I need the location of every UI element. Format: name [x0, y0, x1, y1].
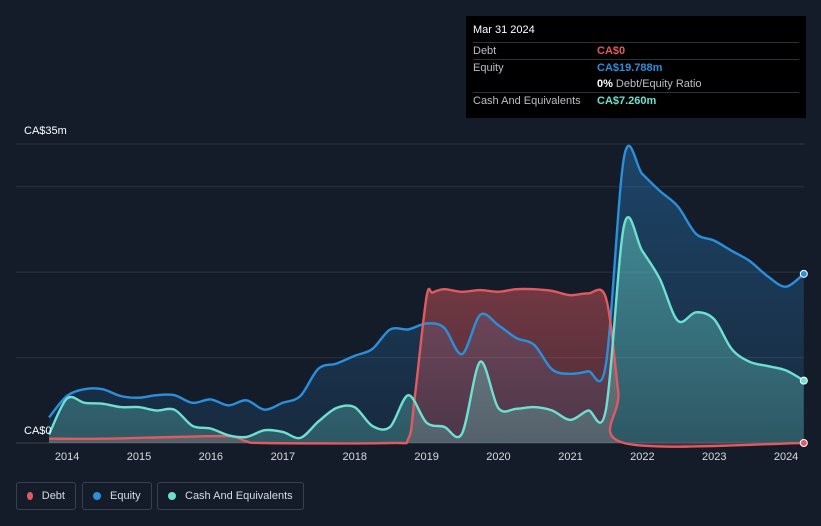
equity-end-marker — [799, 269, 808, 278]
x-tick-label: 2020 — [486, 451, 510, 463]
tooltip-equity-label: Equity — [473, 62, 504, 74]
debt-legend-dot-icon — [27, 492, 33, 500]
x-tick-label: 2016 — [199, 451, 223, 463]
debt-end-marker — [799, 439, 808, 447]
legend-cash-label: Cash And Equivalents — [185, 490, 293, 502]
x-tick-label: 2019 — [414, 451, 438, 463]
legend-item-equity[interactable]: Equity — [82, 482, 152, 510]
x-tick-label: 2021 — [558, 451, 582, 463]
cash-area — [49, 217, 804, 443]
tooltip-row-ratio: 0% Debt/Equity Ratio — [473, 76, 799, 92]
tooltip-equity-value: CA$19.788m — [597, 62, 663, 74]
x-tick-label: 2022 — [630, 451, 654, 463]
tooltip-row-debt: Debt CA$0 — [473, 42, 799, 59]
tooltip-debt-label: Debt — [473, 45, 497, 57]
legend-item-debt[interactable]: Debt — [16, 482, 76, 510]
x-tick-label: 2018 — [342, 451, 366, 463]
cash-end-marker — [799, 376, 808, 385]
debt-line — [48, 287, 804, 448]
tooltip-row-cash: Cash And Equivalents CA$7.260m — [473, 92, 799, 109]
data-tooltip: Mar 31 2024 Debt CA$0 Equity CA$19.788m … — [466, 16, 806, 118]
x-tick-label: 2015 — [127, 451, 151, 463]
legend-item-cash[interactable]: Cash And Equivalents — [157, 482, 304, 510]
tooltip-debt-value: CA$0 — [597, 45, 626, 57]
end-markers — [799, 269, 808, 447]
tooltip-cash-value: CA$7.260m — [597, 95, 657, 107]
tooltip-date: Mar 31 2024 — [473, 24, 535, 36]
cash-legend-dot-icon — [168, 492, 176, 500]
tooltip-row-equity: Equity CA$19.788m — [473, 59, 799, 76]
x-tick-label: 2023 — [702, 451, 726, 463]
legend-debt-label: Debt — [41, 490, 65, 502]
x-tick-label: 2017 — [271, 451, 295, 463]
tooltip-cash-label: Cash And Equivalents — [473, 95, 581, 107]
tooltip-ratio-suffix: Debt/Equity Ratio — [615, 78, 702, 90]
series-lines — [47, 144, 805, 448]
x-axis-ticks: 2014 2015 2016 2017 2018 2019 2020 2021 2022 2023… — [55, 451, 798, 463]
cash-line — [47, 215, 805, 440]
tooltip-ratio-value: 0% — [597, 78, 613, 90]
legend-equity-label: Equity — [110, 490, 141, 502]
x-tick-label: 2014 — [55, 451, 79, 463]
equity-line — [48, 144, 805, 419]
y-axis-min-label: CA$0 — [24, 425, 52, 437]
equity-legend-dot-icon — [93, 492, 101, 500]
y-axis-max-label: CA$35m — [24, 125, 67, 137]
x-tick-label: 2024 — [774, 451, 798, 463]
